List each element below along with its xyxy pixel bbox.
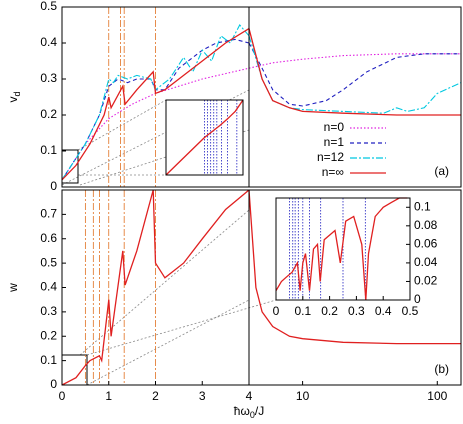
zoom-box — [61, 354, 88, 386]
y-tick-label: 0 — [50, 179, 57, 193]
y-tick-label: 0 — [414, 292, 421, 306]
series-line — [61, 189, 250, 386]
panel — [61, 7, 250, 187]
series-line — [61, 28, 250, 181]
x-label-part: /J — [255, 404, 264, 418]
panel — [61, 189, 250, 386]
series-line — [165, 99, 244, 176]
y-tick-label: 0.08 — [414, 218, 438, 232]
series-line — [248, 28, 461, 116]
x-tick-label: 0.1 — [294, 304, 311, 318]
y-tick-label: 0.1 — [40, 143, 57, 157]
y-tick-label: 0.02 — [414, 274, 438, 288]
y-tick-label: 0.2 — [40, 107, 57, 121]
y-tick-label: 0.04 — [414, 255, 438, 269]
panel-frame — [248, 189, 462, 386]
x-tick-label: 1 — [105, 389, 112, 403]
y-tick-label: 0.1 — [414, 199, 431, 213]
panel-frame — [165, 99, 244, 176]
series-line — [61, 38, 250, 181]
legend-label: n=∞ — [322, 165, 344, 179]
connector — [79, 209, 250, 356]
panel — [165, 99, 244, 176]
y-tick-label: 0.3 — [40, 71, 57, 85]
y-label: w — [6, 283, 20, 293]
y-label: vd — [6, 91, 22, 102]
x-tick-label: 3 — [199, 389, 206, 403]
x-tick-label: 2 — [152, 389, 159, 403]
x-tick-label: 4 — [246, 389, 253, 403]
panel — [248, 189, 461, 345]
connector — [86, 299, 250, 386]
x-tick-label: 0.2 — [321, 304, 338, 318]
y-tick-label: 0.4 — [40, 35, 57, 49]
x-tick-label: 0.4 — [375, 304, 392, 318]
y-tick-label: 0.3 — [40, 304, 57, 318]
panel — [275, 197, 408, 301]
y-label-text: v — [6, 97, 20, 103]
panel-annotation: (a) — [434, 164, 449, 178]
x-tick-label: 10 — [296, 389, 310, 403]
x-tick-label: 100 — [427, 389, 447, 403]
legend-label: n=1 — [324, 135, 345, 149]
x-label-part: ħω — [234, 404, 250, 418]
connector — [77, 99, 167, 151]
x-tick-label: 0.5 — [402, 304, 419, 318]
y-tick-label: 0.06 — [414, 237, 438, 251]
panel-frame — [275, 197, 411, 301]
y-tick-label: 0.4 — [40, 280, 57, 294]
y-label-text: w — [6, 283, 20, 293]
series-line — [275, 197, 408, 301]
x-tick-label: 0 — [273, 304, 280, 318]
x-label-part: 0 — [250, 410, 255, 420]
series-line — [248, 53, 461, 69]
series-line — [248, 189, 461, 345]
y-tick-label: 0.1 — [40, 353, 57, 367]
y-tick-label: 0 — [50, 377, 57, 391]
series-line — [248, 35, 462, 114]
y-tick-label: 0.7 — [40, 207, 57, 221]
y-tick-label: 0.6 — [40, 231, 57, 245]
connector — [86, 299, 277, 356]
panel-frame — [248, 6, 462, 188]
series-line — [248, 42, 461, 107]
y-tick-label: 0.2 — [40, 328, 57, 342]
x-label: ħω0/J — [234, 404, 264, 420]
legend-label: n=12 — [317, 150, 344, 164]
panel-annotation: (b) — [434, 362, 449, 376]
x-tick-label: 0 — [59, 389, 66, 403]
panel — [248, 28, 462, 116]
legend-label: n=0 — [324, 120, 345, 134]
y-tick-label: 0.5 — [40, 0, 57, 13]
y-label-sub: d — [12, 91, 22, 96]
y-tick-label: 0.5 — [40, 255, 57, 269]
x-tick-label: 0.3 — [348, 304, 365, 318]
